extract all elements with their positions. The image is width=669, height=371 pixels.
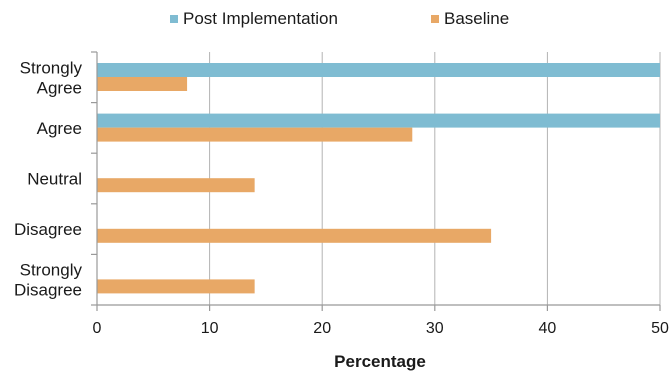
category-label-strongly-agree: Strongly Agree [20,58,83,97]
category-label-disagree: Disagree [14,220,82,239]
bar-baseline-strongly-disagree [97,279,255,294]
bar-baseline-agree [97,127,413,142]
axes [91,51,661,311]
category-label-neutral: Neutral [27,170,82,189]
category-label-line: Neutral [27,170,82,189]
legend-item-post-implementation: Post Implementation [170,9,338,29]
legend-swatch-baseline [431,15,439,23]
bar-post-implementation-agree [97,113,660,128]
category-label-line: Strongly [20,261,83,280]
x-axis-title: Percentage [334,352,426,371]
bar-baseline-strongly-agree [97,77,188,91]
x-tick-label-20: 20 [313,320,331,337]
x-tick-label-50: 50 [651,320,669,337]
category-labels: Strongly AgreeAgreeNeutralDisagreeStrongl… [14,58,83,299]
legend: Post Implementation Baseline [0,9,669,33]
bar-baseline-neutral [97,178,255,193]
category-label-agree: Agree [37,119,82,138]
bar-post-implementation-strongly-agree [97,63,660,77]
x-tick-label-0: 0 [93,320,102,337]
category-label-strongly-disagree: Strongly Disagree [14,261,83,300]
gridlines [209,52,661,305]
category-label-line: Agree [37,119,82,138]
x-tick-label-30: 30 [426,320,444,337]
legend-label-post-implementation: Post Implementation [183,9,338,28]
bars [97,63,660,294]
category-label-line: Strongly [20,58,83,77]
legend-label-baseline: Baseline [444,9,510,28]
category-label-line: Disagree [14,281,82,300]
category-label-line: Agree [37,78,82,97]
legend-item-baseline: Baseline [431,9,509,29]
x-tick-label-40: 40 [539,320,557,337]
category-label-line: Disagree [14,220,82,239]
x-tick-labels: 0 10 20 30 40 50 [93,320,669,337]
bar-baseline-disagree [97,228,492,243]
x-tick-label-10: 10 [201,320,219,337]
legend-swatch-post-implementation [170,15,178,23]
